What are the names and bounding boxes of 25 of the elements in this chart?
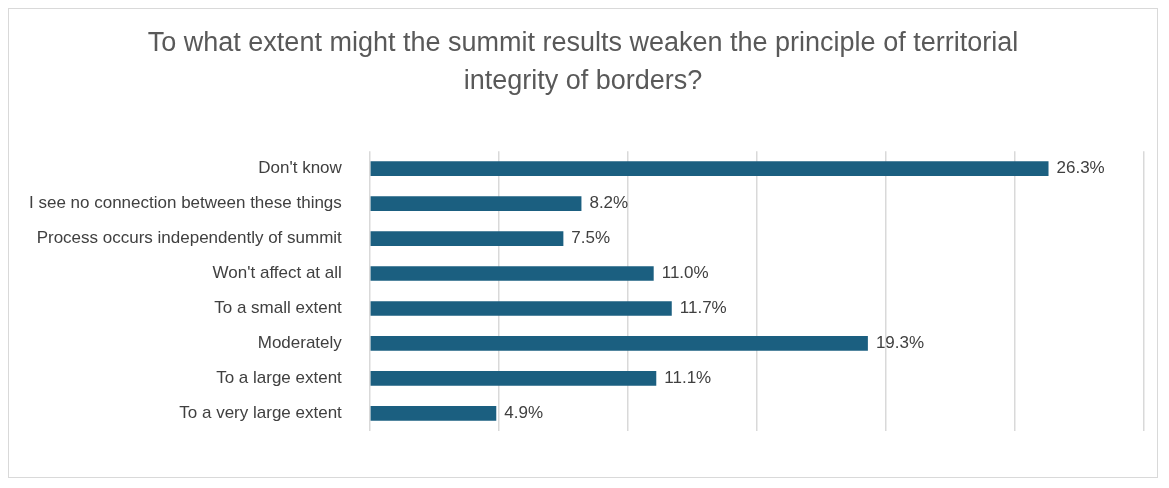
bar: [370, 336, 868, 351]
y-tick-label: I see no connection between these things: [28, 193, 342, 213]
data-label: 11.0%: [661, 263, 709, 283]
data-label: 8.2%: [589, 193, 629, 213]
bar: [370, 301, 672, 316]
bar: [370, 161, 1049, 177]
data-label: 11.7%: [679, 298, 727, 318]
data-label: 7.5%: [571, 228, 611, 248]
y-tick-label: To a large extent: [216, 368, 343, 388]
y-tick-label: To a very large extent: [179, 403, 343, 423]
bar: [370, 405, 497, 421]
y-tick-label: To a small extent: [214, 298, 343, 318]
data-label: 11.1%: [664, 368, 712, 388]
bar: [370, 231, 564, 246]
bar: [370, 266, 654, 281]
data-label: 26.3%: [1056, 158, 1105, 178]
y-tick-label: Won't affect at all: [212, 263, 342, 283]
chart-title: To what extent might the summit results weaken the principle of territorial integrity of borders?: [146, 26, 1020, 97]
y-tick-label: Don't know: [258, 158, 343, 178]
y-tick-label: Process occurs independently of summit: [36, 228, 343, 248]
data-label: 4.9%: [504, 403, 544, 423]
y-tick-label: Moderately: [257, 333, 343, 353]
bar: [370, 371, 657, 386]
bar: [370, 196, 582, 211]
data-label: 19.3%: [875, 333, 925, 353]
